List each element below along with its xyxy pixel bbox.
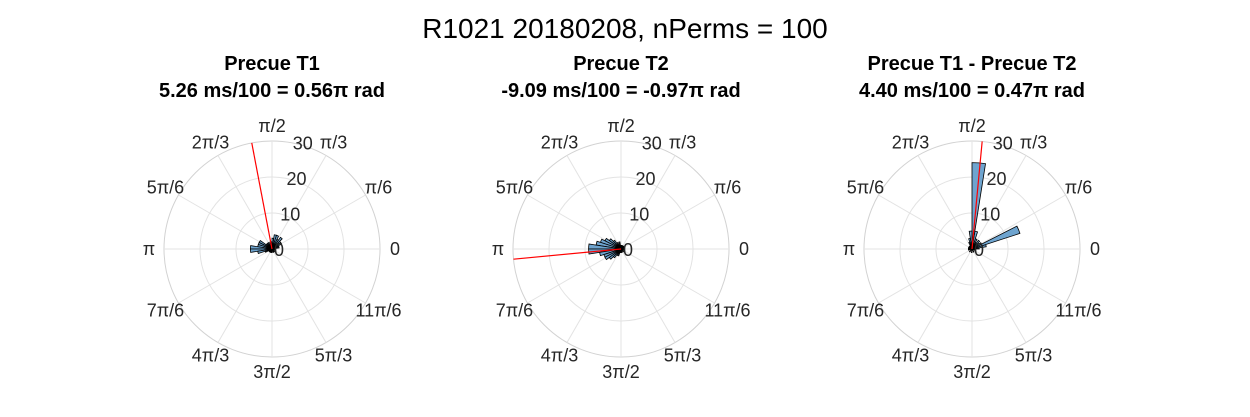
grid-spoke bbox=[878, 248, 973, 304]
polar-panel-3: Precue T1 - Precue T2 4.40 ms/100 = 0.47… bbox=[843, 53, 1102, 382]
grid-spoke bbox=[178, 194, 273, 250]
grid-spoke bbox=[271, 248, 327, 343]
grid-spoke bbox=[878, 194, 973, 250]
angle-tick-label: 5π/6 bbox=[847, 178, 884, 198]
grid-spoke bbox=[917, 155, 973, 250]
angle-tick-label: 4π/3 bbox=[541, 346, 578, 366]
grid-spoke bbox=[620, 248, 676, 343]
polar-panel-2: Precue T2 -9.09 ms/100 = -0.97π rad 0 π/6… bbox=[492, 53, 751, 382]
histogram-bar bbox=[971, 248, 975, 253]
histogram-bar bbox=[270, 248, 273, 254]
grid-spoke bbox=[971, 155, 1027, 250]
radial-tick-label: 0 bbox=[623, 240, 633, 260]
grid-spoke bbox=[917, 248, 973, 343]
angle-tick-label: π/2 bbox=[607, 116, 634, 136]
grid-spoke bbox=[620, 194, 715, 250]
angle-tick-label: 7π/6 bbox=[847, 301, 884, 321]
polar-axes: 0 π/6 π/3 π/2 2π/3 5π/6 π 7π/6 4π/3 3π/2 5π/3 11π/6… bbox=[843, 116, 1102, 382]
panel-subtitle: 4.40 ms/100 = 0.47π rad bbox=[859, 80, 1085, 102]
mean-direction-line bbox=[251, 142, 273, 250]
mean-direction-line bbox=[971, 141, 983, 250]
polar-panel-1: Precue T1 5.26 ms/100 = 0.56π rad 0 π/6 π/… bbox=[143, 53, 402, 382]
angle-tick-label: 11π/6 bbox=[704, 301, 750, 321]
grid-spoke bbox=[217, 248, 273, 343]
angle-tick-label: 5π/6 bbox=[147, 178, 184, 198]
grid-spoke bbox=[271, 155, 327, 250]
radial-tick-label: 20 bbox=[987, 169, 1007, 189]
panel-subtitle: -9.09 ms/100 = -0.97π rad bbox=[501, 80, 740, 102]
histogram-bar bbox=[971, 248, 977, 251]
grid-spoke bbox=[971, 248, 1027, 343]
angle-tick-label: π bbox=[492, 239, 504, 259]
angle-tick-label: π bbox=[143, 239, 155, 259]
angle-tick-label: 5π/3 bbox=[315, 346, 352, 366]
angle-tick-label: 4π/3 bbox=[892, 346, 929, 366]
angle-tick-label: π/3 bbox=[669, 132, 696, 152]
angle-tick-label: 7π/6 bbox=[496, 301, 533, 321]
histogram-bar bbox=[967, 248, 973, 251]
angle-tick-label: π/3 bbox=[1020, 132, 1047, 152]
angle-tick-label: 3π/2 bbox=[602, 362, 639, 382]
angle-tick-label: 4π/3 bbox=[192, 346, 229, 366]
angle-tick-label: 11π/6 bbox=[355, 301, 401, 321]
histogram-bar bbox=[271, 237, 275, 250]
panel-title: Precue T1 - Precue T2 bbox=[868, 53, 1077, 75]
angle-tick-label: π/6 bbox=[1065, 178, 1092, 198]
radial-tick-label: 0 bbox=[974, 240, 984, 260]
radial-tick-label: 10 bbox=[980, 205, 1000, 225]
angle-tick-label: π/2 bbox=[258, 116, 285, 136]
radial-tick-label: 30 bbox=[293, 134, 313, 154]
histogram-bar bbox=[971, 162, 986, 250]
angle-tick-label: 3π/2 bbox=[253, 362, 290, 382]
angle-tick-label: 2π/3 bbox=[892, 132, 929, 152]
angle-tick-label: π bbox=[843, 239, 855, 259]
panel-title: Precue T1 bbox=[224, 53, 320, 75]
angle-tick-label: 0 bbox=[390, 239, 400, 259]
figure-title: R1021 20180208, nPerms = 100 bbox=[422, 13, 828, 44]
mean-direction-line bbox=[513, 248, 622, 260]
grid-spoke bbox=[566, 248, 622, 343]
radial-tick-label: 20 bbox=[636, 169, 656, 189]
panel-subtitle: 5.26 ms/100 = 0.56π rad bbox=[159, 80, 385, 102]
angle-tick-label: 0 bbox=[739, 239, 749, 259]
radial-tick-label: 10 bbox=[629, 205, 649, 225]
angle-tick-label: 3π/2 bbox=[953, 362, 990, 382]
histogram-bar bbox=[271, 248, 277, 251]
histogram-bar bbox=[620, 248, 626, 251]
grid-spoke bbox=[178, 248, 273, 304]
angle-tick-label: 5π/6 bbox=[496, 178, 533, 198]
histogram-bar bbox=[968, 248, 973, 253]
radial-tick-label: 10 bbox=[280, 205, 300, 225]
angle-tick-label: π/6 bbox=[714, 178, 741, 198]
radial-tick-label: 30 bbox=[642, 134, 662, 154]
grid-spoke bbox=[566, 155, 622, 250]
radial-tick-label: 30 bbox=[993, 134, 1013, 154]
angle-tick-label: 5π/3 bbox=[664, 346, 701, 366]
histogram-bar bbox=[971, 225, 1021, 250]
angle-tick-label: 5π/3 bbox=[1015, 346, 1052, 366]
histogram-bar bbox=[271, 234, 277, 250]
grid-spoke bbox=[971, 248, 1066, 304]
angle-tick-label: π/6 bbox=[365, 178, 392, 198]
angle-tick-label: π/2 bbox=[958, 116, 985, 136]
panel-title: Precue T2 bbox=[573, 53, 669, 75]
radial-tick-label: 20 bbox=[287, 169, 307, 189]
grid-spoke bbox=[271, 248, 366, 304]
histogram-bar bbox=[970, 248, 973, 254]
angle-tick-label: 0 bbox=[1090, 239, 1100, 259]
angle-tick-label: 2π/3 bbox=[192, 132, 229, 152]
angle-tick-label: 2π/3 bbox=[541, 132, 578, 152]
angle-tick-label: π/3 bbox=[320, 132, 347, 152]
polar-axes: 0 π/6 π/3 π/2 2π/3 5π/6 π 7π/6 4π/3 3π/2 5π/3 11π/6… bbox=[492, 116, 751, 382]
grid-spoke bbox=[217, 155, 273, 250]
angle-tick-label: 7π/6 bbox=[147, 301, 184, 321]
grid-spoke bbox=[271, 194, 366, 250]
grid-spoke bbox=[620, 155, 676, 250]
grid-spoke bbox=[971, 194, 1066, 250]
angle-tick-label: 11π/6 bbox=[1055, 301, 1101, 321]
polar-axes: 0 π/6 π/3 π/2 2π/3 5π/6 π 7π/6 4π/3 3π/2 5π/3 11π/6… bbox=[143, 116, 402, 382]
radial-tick-label: 0 bbox=[274, 240, 284, 260]
grid-spoke bbox=[620, 248, 715, 304]
